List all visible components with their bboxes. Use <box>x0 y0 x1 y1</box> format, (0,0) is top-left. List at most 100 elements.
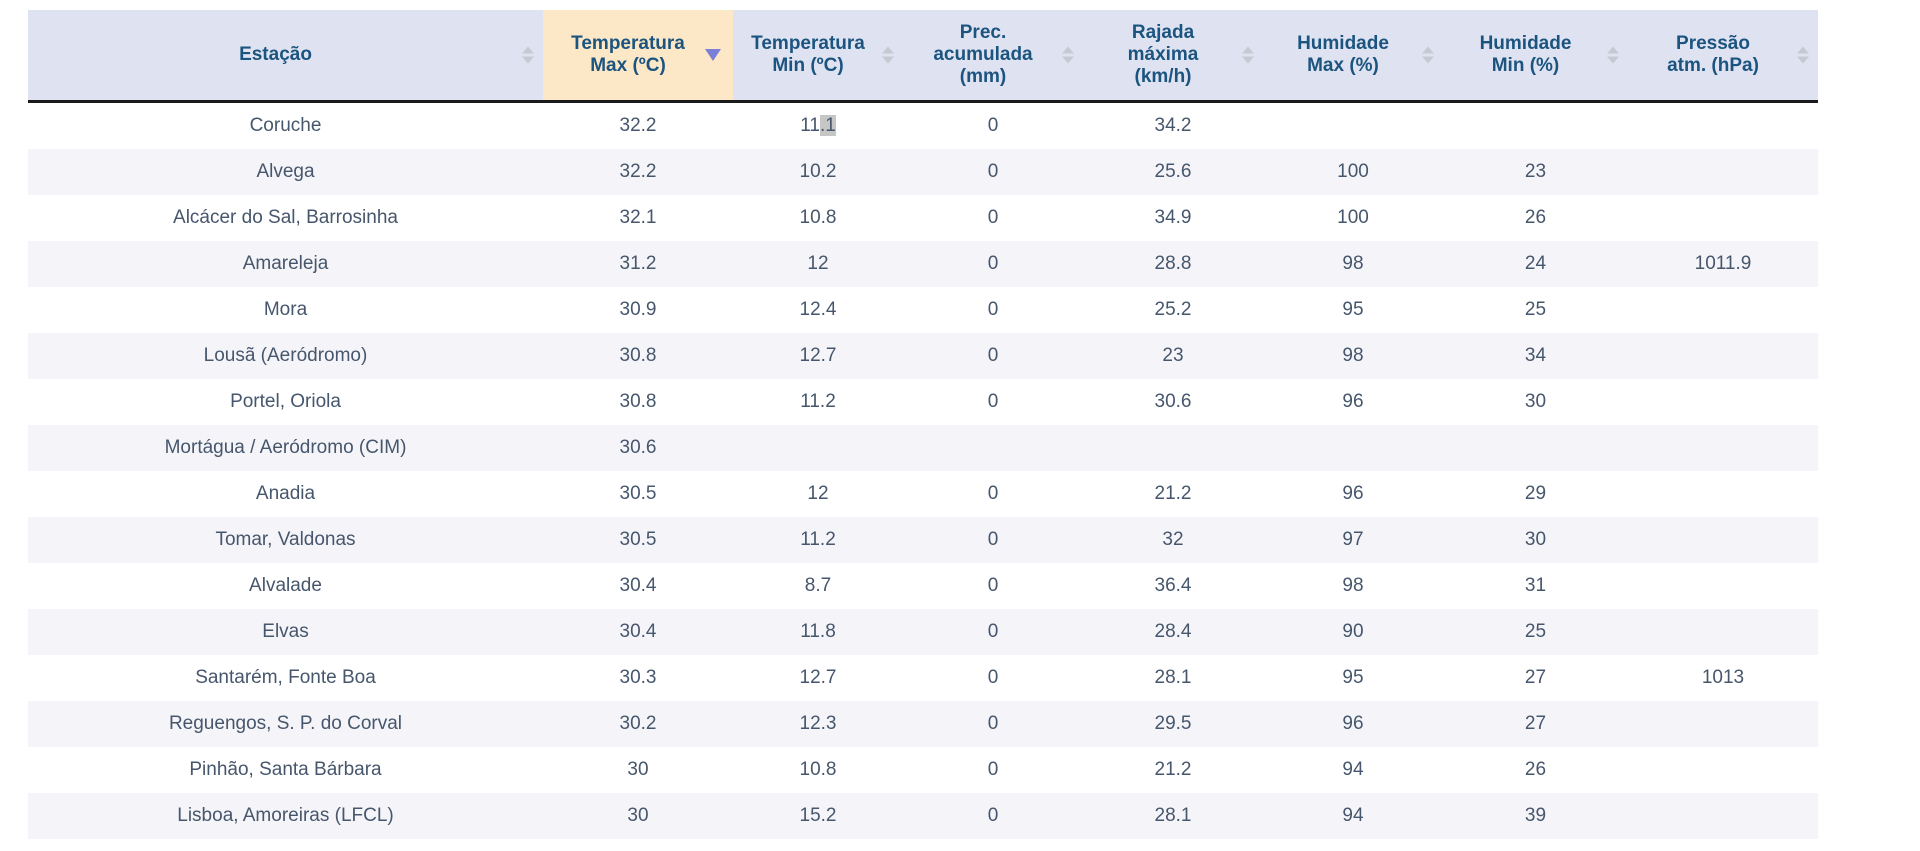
cell-estacao: Elvas <box>28 609 543 655</box>
cell-hum_max: 100 <box>1337 207 1369 228</box>
cell-prec: 0 <box>987 759 999 780</box>
sort-descending-arrow <box>1242 56 1254 64</box>
cell-temp_max: 32.2 <box>619 115 657 136</box>
cell-rajada: 25.6 <box>1083 149 1263 195</box>
cell-temp_max: 30 <box>627 759 649 780</box>
sort-toggle-icon <box>882 46 894 64</box>
sort-toggle-icon <box>1422 46 1434 64</box>
column-header-hum_max[interactable]: Humidade Max (%) <box>1263 10 1443 103</box>
table-row: Anadia 30.5 12 0 21.2 96 29 <box>28 471 1818 517</box>
cell-estacao: Mora <box>263 299 308 320</box>
cell-estacao: Pinhão, Santa Bárbara <box>189 759 382 780</box>
cell-temp_max: 30.3 <box>619 667 657 688</box>
cell-temp_min: 10.8 <box>799 207 837 228</box>
sort-ascending-arrow <box>1607 46 1619 54</box>
column-header-label: Humidade Max (%) <box>1297 33 1389 76</box>
table-row: Alvega 32.2 10.2 0 25.6 100 23 <box>28 149 1818 195</box>
table-row: Tomar, Valdonas 30.5 11.2 0 32 97 30 <box>28 517 1818 563</box>
table-row: Mora 30.9 12.4 0 25.2 95 25 <box>28 287 1818 333</box>
cell-prec: 0 <box>987 667 999 688</box>
sort-descending-arrow <box>1062 56 1074 64</box>
cell-hum_min: 26 <box>1524 759 1547 780</box>
cell-rajada: 28.4 <box>1083 609 1263 655</box>
cell-prec: 0 <box>987 575 999 596</box>
cell-temp_max: 32.2 <box>543 149 733 195</box>
cell-hum_min: 25 <box>1524 299 1547 320</box>
cell-rajada: 28.8 <box>1083 241 1263 287</box>
column-header-prec[interactable]: Prec. acumulada (mm) <box>903 10 1083 103</box>
column-header-hum_min[interactable]: Humidade Min (%) <box>1443 10 1628 103</box>
cell-prec: 0 <box>903 149 1083 195</box>
table-row: Alcácer do Sal, Barrosinha 32.1 10.8 0 34.9 1… <box>28 195 1818 241</box>
cell-temp_max: 31.2 <box>543 241 733 287</box>
column-header-rajada[interactable]: Rajada máxima (km/h) <box>1083 10 1263 103</box>
column-header-temp_min[interactable]: Temperatura Min (ºC) <box>733 10 903 103</box>
cell-estacao: Lousã (Aeródromo) <box>28 333 543 379</box>
cell-estacao: Amareleja <box>28 241 543 287</box>
table-row: Alvalade 30.4 8.7 0 36.4 98 31 <box>28 563 1818 609</box>
cell-rajada <box>1083 425 1263 471</box>
cell-pressao <box>1628 793 1818 839</box>
cell-hum_min: 31 <box>1524 575 1547 596</box>
table-row: Santarém, Fonte Boa 30.3 12.7 0 28.1 95 27 1013 <box>28 655 1818 701</box>
header-row: Estação Temperatura Max (ºC) Temperatura Min… <box>28 10 1818 103</box>
sort-toggle-icon <box>1607 46 1619 64</box>
column-header-temp_max[interactable]: Temperatura Max (ºC) <box>543 10 733 103</box>
selected-text: .1 <box>819 115 836 136</box>
cell-hum_max: 90 <box>1263 609 1443 655</box>
cell-temp_min: 11.2 <box>733 517 903 563</box>
cell-estacao: Portel, Oriola <box>230 391 341 412</box>
cell-estacao: Alvalade <box>249 575 322 596</box>
column-header-label: Pressão atm. (hPa) <box>1667 33 1759 76</box>
sort-toggle-icon <box>522 46 534 64</box>
sort-ascending-arrow <box>522 46 534 54</box>
cell-estacao: Mortágua / Aeródromo (CIM) <box>28 425 543 471</box>
weather-stations-table: Estação Temperatura Max (ºC) Temperatura Min… <box>28 10 1818 839</box>
column-header-pressao[interactable]: Pressão atm. (hPa) <box>1628 10 1818 103</box>
cell-hum_min: 39 <box>1443 793 1628 839</box>
cell-temp_max: 30.9 <box>619 299 657 320</box>
cell-pressao <box>1628 379 1818 425</box>
cell-temp_max: 30.4 <box>543 609 733 655</box>
cell-rajada: 21.2 <box>1154 483 1192 504</box>
table-body: Coruche 32.2 11.1 0 34.2 Alvega 32.2 10.2 0 25.6 1… <box>28 102 1818 839</box>
cell-pressao: 1013 <box>1701 667 1745 688</box>
sort-descending-arrow <box>1422 56 1434 64</box>
cell-pressao <box>1628 287 1818 333</box>
cell-hum_max: 94 <box>1342 759 1364 780</box>
sort-ascending-arrow <box>1797 46 1809 54</box>
cell-hum_min: 25 <box>1443 609 1628 655</box>
cell-hum_min: 34 <box>1443 333 1628 379</box>
table-row: Mortágua / Aeródromo (CIM) 30.6 <box>28 425 1818 471</box>
cell-hum_max: 95 <box>1342 667 1364 688</box>
cell-hum_max: 98 <box>1263 333 1443 379</box>
cell-prec: 0 <box>987 115 999 136</box>
cell-prec: 0 <box>903 333 1083 379</box>
sort-descending-icon <box>705 49 721 61</box>
cell-pressao <box>1628 333 1818 379</box>
cell-rajada: 34.2 <box>1154 115 1192 136</box>
cell-temp_max: 30.8 <box>543 333 733 379</box>
cell-hum_max: 98 <box>1263 241 1443 287</box>
cell-temp_max: 30.4 <box>619 575 657 596</box>
column-header-label: Rajada máxima (km/h) <box>1127 22 1199 87</box>
cell-pressao <box>1628 471 1818 517</box>
sort-descending-arrow <box>522 56 534 64</box>
cell-hum_min: 23 <box>1443 149 1628 195</box>
cell-temp_min: 11.8 <box>733 609 903 655</box>
cell-temp_min: 12.4 <box>799 299 837 320</box>
cell-prec: 0 <box>903 517 1083 563</box>
cell-temp_min: 12 <box>733 241 903 287</box>
table-row: Portel, Oriola 30.8 11.2 0 30.6 96 30 <box>28 379 1818 425</box>
cell-rajada: 25.2 <box>1154 299 1192 320</box>
column-header-label: Temperatura Min (ºC) <box>751 33 865 76</box>
cell-hum_min: 27 <box>1443 701 1628 747</box>
cell-prec: 0 <box>987 299 999 320</box>
cell-hum_max: 95 <box>1342 299 1364 320</box>
cell-temp_min <box>733 425 903 471</box>
column-header-estacao[interactable]: Estação <box>28 10 543 103</box>
cell-temp_max: 30.5 <box>543 517 733 563</box>
cell-prec: 0 <box>903 701 1083 747</box>
cell-pressao <box>1628 747 1818 793</box>
cell-estacao: Tomar, Valdonas <box>28 517 543 563</box>
